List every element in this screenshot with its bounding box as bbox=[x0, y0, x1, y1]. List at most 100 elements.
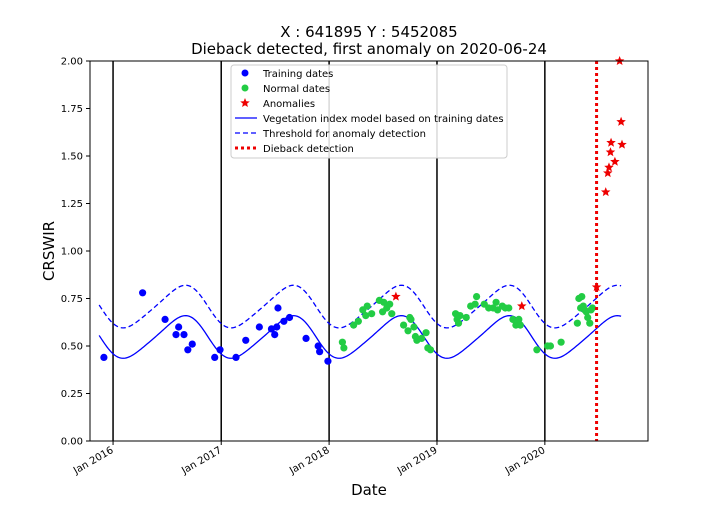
training-point-22 bbox=[324, 357, 332, 365]
normal-point-0 bbox=[338, 338, 347, 346]
normal-point-29 bbox=[462, 313, 470, 322]
anomaly-point-0 bbox=[391, 291, 401, 301]
normal-point-14 bbox=[399, 321, 408, 329]
anomaly-point-7 bbox=[606, 137, 616, 147]
y-tick-label-3: 0.75 bbox=[61, 294, 83, 305]
normal-point-52 bbox=[578, 293, 586, 301]
normal-point-40 bbox=[505, 304, 513, 312]
training-point-8 bbox=[211, 353, 219, 361]
normal-point-7 bbox=[368, 310, 376, 318]
normal-point-21 bbox=[418, 334, 426, 342]
normal-point-59 bbox=[588, 304, 597, 312]
legend-marker-anomaly bbox=[240, 98, 250, 108]
normal-point-32 bbox=[472, 293, 481, 301]
x-tick-label-0: Jan 2016 bbox=[71, 445, 116, 477]
normal-point-48 bbox=[557, 338, 565, 346]
curves bbox=[98, 284, 622, 359]
training-point-5 bbox=[180, 331, 188, 339]
legend-label-training: Training dates bbox=[262, 69, 333, 80]
x-axis-ticks: Jan 2016 Jan 2017 Jan 2018 Jan 2019 Jan 2020 bbox=[71, 441, 547, 477]
data-points bbox=[100, 56, 627, 365]
anomaly-point-8 bbox=[610, 156, 620, 166]
normal-point-57 bbox=[586, 319, 594, 327]
training-point-1 bbox=[139, 289, 147, 297]
legend: Training dates Normal dates Anomalies Ve… bbox=[230, 64, 508, 159]
y-tick-label-0: 0.00 bbox=[61, 437, 83, 448]
training-point-6 bbox=[184, 346, 192, 354]
anomaly-point-10 bbox=[616, 116, 626, 126]
normal-point-5 bbox=[362, 312, 370, 320]
anomaly-point-6 bbox=[605, 147, 616, 157]
normal-point-36 bbox=[492, 298, 500, 306]
training-point-16 bbox=[274, 304, 282, 312]
normal-point-43 bbox=[515, 315, 523, 323]
training-point-2 bbox=[161, 315, 169, 323]
x-tick-label-1: Jan 2017 bbox=[179, 445, 224, 477]
x-tick-label-3: Jan 2019 bbox=[395, 445, 440, 477]
legend-marker-normal bbox=[241, 84, 249, 92]
anomaly-point-1 bbox=[517, 301, 527, 311]
normal-point-44 bbox=[516, 321, 524, 329]
training-point-12 bbox=[255, 323, 263, 331]
legend-label-normal: Normal dates bbox=[263, 84, 330, 95]
chart-title-line1: X : 641895 Y : 5452085 bbox=[280, 23, 457, 41]
legend-label-model: Vegetation index model based on training… bbox=[263, 114, 504, 125]
normal-point-6 bbox=[363, 302, 371, 310]
training-point-17 bbox=[280, 317, 288, 325]
x-tick-label-4: Jan 2020 bbox=[503, 445, 548, 477]
y-axis-ticks: 0.00 0.25 0.50 0.75 1.00 1.25 1.50 1.75 2.00 bbox=[61, 57, 90, 448]
y-tick-label-8: 2.00 bbox=[61, 57, 83, 68]
normal-point-3 bbox=[354, 317, 362, 325]
model-curve bbox=[98, 315, 622, 359]
training-point-14 bbox=[271, 331, 279, 339]
anomaly-point-11 bbox=[617, 139, 627, 149]
legend-box bbox=[230, 64, 508, 159]
anomaly-point-2 bbox=[591, 282, 602, 292]
legend-label-threshold: Threshold for anomaly detection bbox=[262, 129, 426, 140]
normal-point-13 bbox=[388, 310, 396, 318]
normal-point-15 bbox=[404, 327, 412, 335]
x-axis-label: Date bbox=[351, 481, 387, 499]
normal-point-47 bbox=[546, 342, 555, 350]
y-tick-label-6: 1.50 bbox=[61, 152, 83, 163]
training-point-11 bbox=[242, 336, 250, 344]
normal-point-27 bbox=[454, 319, 463, 327]
training-point-3 bbox=[172, 331, 180, 339]
normal-point-18 bbox=[410, 323, 418, 331]
anomaly-point-3 bbox=[600, 187, 611, 197]
training-point-4 bbox=[175, 323, 183, 331]
legend-marker-training bbox=[241, 69, 249, 77]
training-point-18 bbox=[285, 313, 294, 322]
y-tick-label-5: 1.25 bbox=[61, 199, 83, 210]
anomaly-point-4 bbox=[603, 168, 613, 178]
normal-point-17 bbox=[407, 315, 415, 323]
y-tick-label-7: 1.75 bbox=[61, 104, 83, 115]
normal-point-31 bbox=[471, 300, 479, 308]
threshold-curve bbox=[98, 284, 622, 329]
training-point-0 bbox=[100, 353, 108, 361]
x-tick-label-2: Jan 2018 bbox=[287, 445, 332, 477]
anomaly-point-5 bbox=[604, 162, 614, 172]
y-tick-label-1: 0.25 bbox=[61, 389, 83, 400]
normal-point-41 bbox=[509, 315, 517, 323]
y-tick-label-2: 0.50 bbox=[61, 342, 83, 353]
training-point-20 bbox=[314, 342, 322, 350]
normal-point-12 bbox=[386, 300, 394, 308]
y-axis-label: CRSWIR bbox=[40, 221, 58, 281]
training-point-9 bbox=[216, 346, 224, 354]
training-point-19 bbox=[302, 334, 310, 342]
normal-point-28 bbox=[456, 312, 464, 320]
normal-point-1 bbox=[340, 344, 348, 352]
legend-label-anomaly: Anomalies bbox=[263, 99, 315, 110]
normal-point-45 bbox=[533, 346, 541, 354]
y-tick-label-4: 1.00 bbox=[61, 247, 83, 258]
chart-title-line2: Dieback detected, first anomaly on 2020-… bbox=[191, 40, 547, 58]
normal-point-22 bbox=[422, 329, 430, 337]
normal-point-24 bbox=[426, 346, 435, 354]
training-point-7 bbox=[188, 340, 196, 348]
normal-point-49 bbox=[573, 319, 581, 327]
training-point-10 bbox=[232, 353, 240, 361]
normal-point-10 bbox=[380, 298, 388, 306]
